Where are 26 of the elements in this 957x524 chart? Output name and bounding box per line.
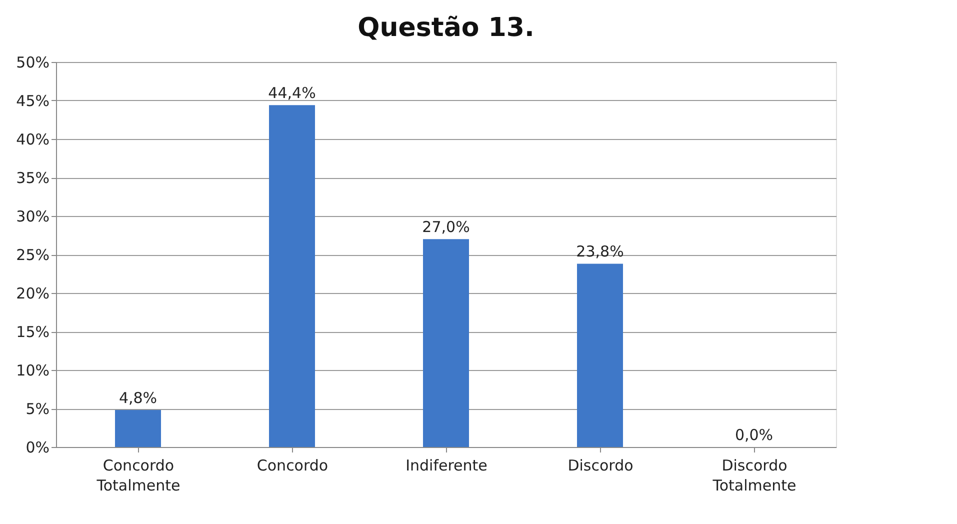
data-label: 23,8%: [576, 242, 624, 261]
bar: [115, 410, 161, 447]
y-tick-label: 20%: [16, 284, 50, 302]
y-tick-label: 5%: [26, 400, 50, 418]
bar: [577, 264, 623, 447]
bar: [269, 105, 315, 447]
y-tick-label: 15%: [16, 323, 50, 341]
x-tick-label: Indiferente: [406, 456, 488, 474]
data-label: 27,0%: [422, 218, 470, 236]
data-label: 44,4%: [268, 84, 316, 102]
x-tick-label: Discordo: [568, 456, 634, 474]
x-tick-label: Concordo Totalmente: [96, 456, 180, 494]
x-tick-label: Concordo: [256, 456, 328, 474]
bar: [423, 239, 469, 447]
y-tick-label: 10%: [16, 362, 50, 380]
y-tick-label: 25%: [16, 246, 50, 264]
y-tick-label: 0%: [26, 438, 50, 456]
y-tick-label: 40%: [16, 130, 50, 148]
data-label: 0,0%: [734, 426, 774, 444]
data-label: 4,8%: [118, 389, 158, 408]
y-tick-label: 35%: [16, 169, 50, 187]
y-tick-label: 50%: [16, 54, 50, 72]
y-tick-label: 30%: [16, 208, 50, 226]
chart-title: Questão 13.: [358, 13, 534, 43]
x-tick-label: Discordo Totalmente: [712, 456, 796, 494]
y-tick-label: 45%: [16, 92, 50, 110]
